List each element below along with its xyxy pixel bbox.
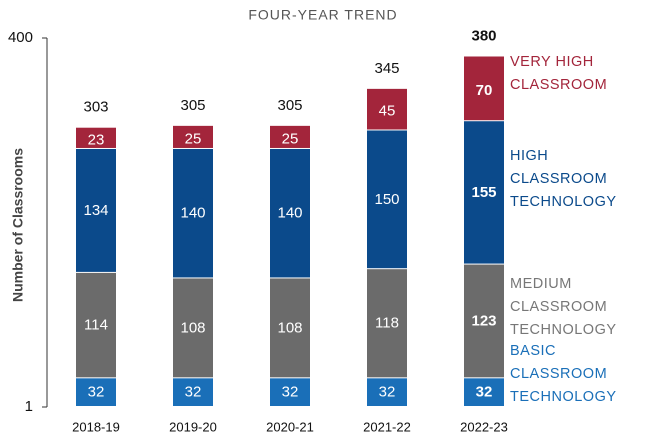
bar-segment	[464, 264, 504, 378]
segment-label: 32	[282, 384, 299, 401]
x-tick-label: 2020-21	[266, 419, 314, 434]
total-label: 303	[83, 99, 108, 116]
bar-segment	[464, 121, 504, 264]
segment-label: 23	[88, 131, 105, 148]
bar-segment	[173, 378, 213, 406]
legend-entry: BASIC CLASSROOM TECHNOLOGY	[510, 343, 617, 405]
total-label: 305	[277, 97, 302, 114]
segment-label: 108	[277, 319, 302, 336]
segment-label: 150	[374, 191, 399, 208]
bar-segment	[464, 56, 504, 121]
segment-label: 108	[180, 319, 205, 336]
legend-entry: HIGH CLASSROOM TECHNOLOGY	[510, 147, 617, 210]
bar-segment	[270, 378, 310, 406]
segment-label: 25	[282, 130, 299, 147]
total-label: 345	[374, 60, 399, 77]
legend-entry: VERY HIGH CLASSROOM	[510, 54, 608, 94]
bar-segment	[76, 127, 116, 148]
segment-label: 134	[83, 202, 108, 219]
bar-segment	[367, 130, 407, 269]
y-axis-label: Number of Classrooms	[10, 148, 26, 302]
segment-label: 114	[84, 317, 108, 334]
segment-label: 140	[180, 205, 205, 222]
segment-label: 32	[476, 384, 493, 401]
segment-label: 123	[471, 312, 496, 329]
segment-label: 32	[185, 384, 202, 401]
x-tick-label: 2021-22	[363, 419, 411, 434]
segment-label: 32	[379, 384, 396, 401]
bar-segment	[173, 125, 213, 148]
bar-segment	[173, 278, 213, 378]
bar-segment	[173, 148, 213, 278]
bar-segment	[367, 88, 407, 130]
chart-title: FOUR-YEAR TREND	[248, 7, 397, 23]
y-tick-label: 400	[8, 29, 33, 46]
bar-segment	[76, 378, 116, 406]
segment-label: 32	[88, 384, 105, 401]
bar-segment	[76, 272, 116, 378]
x-tick-label: 2022-23	[460, 419, 508, 434]
segment-label: 25	[185, 130, 202, 147]
segment-label: 45	[379, 103, 396, 120]
x-tick-label: 2019-20	[169, 419, 217, 434]
bar-segment	[367, 378, 407, 406]
segment-label: 155	[471, 184, 496, 201]
bar-segment	[76, 148, 116, 272]
bar-segment	[367, 269, 407, 378]
x-tick-label: 2018-19	[72, 419, 120, 434]
bar-segment	[270, 125, 310, 148]
segment-label: 118	[375, 315, 399, 332]
bar-segment	[464, 378, 504, 406]
segment-label: 140	[277, 205, 302, 222]
legend-entry: MEDIUM CLASSROOM TECHNOLOGY	[510, 276, 617, 339]
segment-label: 70	[476, 82, 493, 99]
bar-segment	[270, 278, 310, 378]
bar-segment	[270, 148, 310, 278]
total-label: 305	[180, 97, 205, 114]
total-label: 380	[471, 27, 496, 44]
y-tick-label: 1	[25, 398, 33, 415]
